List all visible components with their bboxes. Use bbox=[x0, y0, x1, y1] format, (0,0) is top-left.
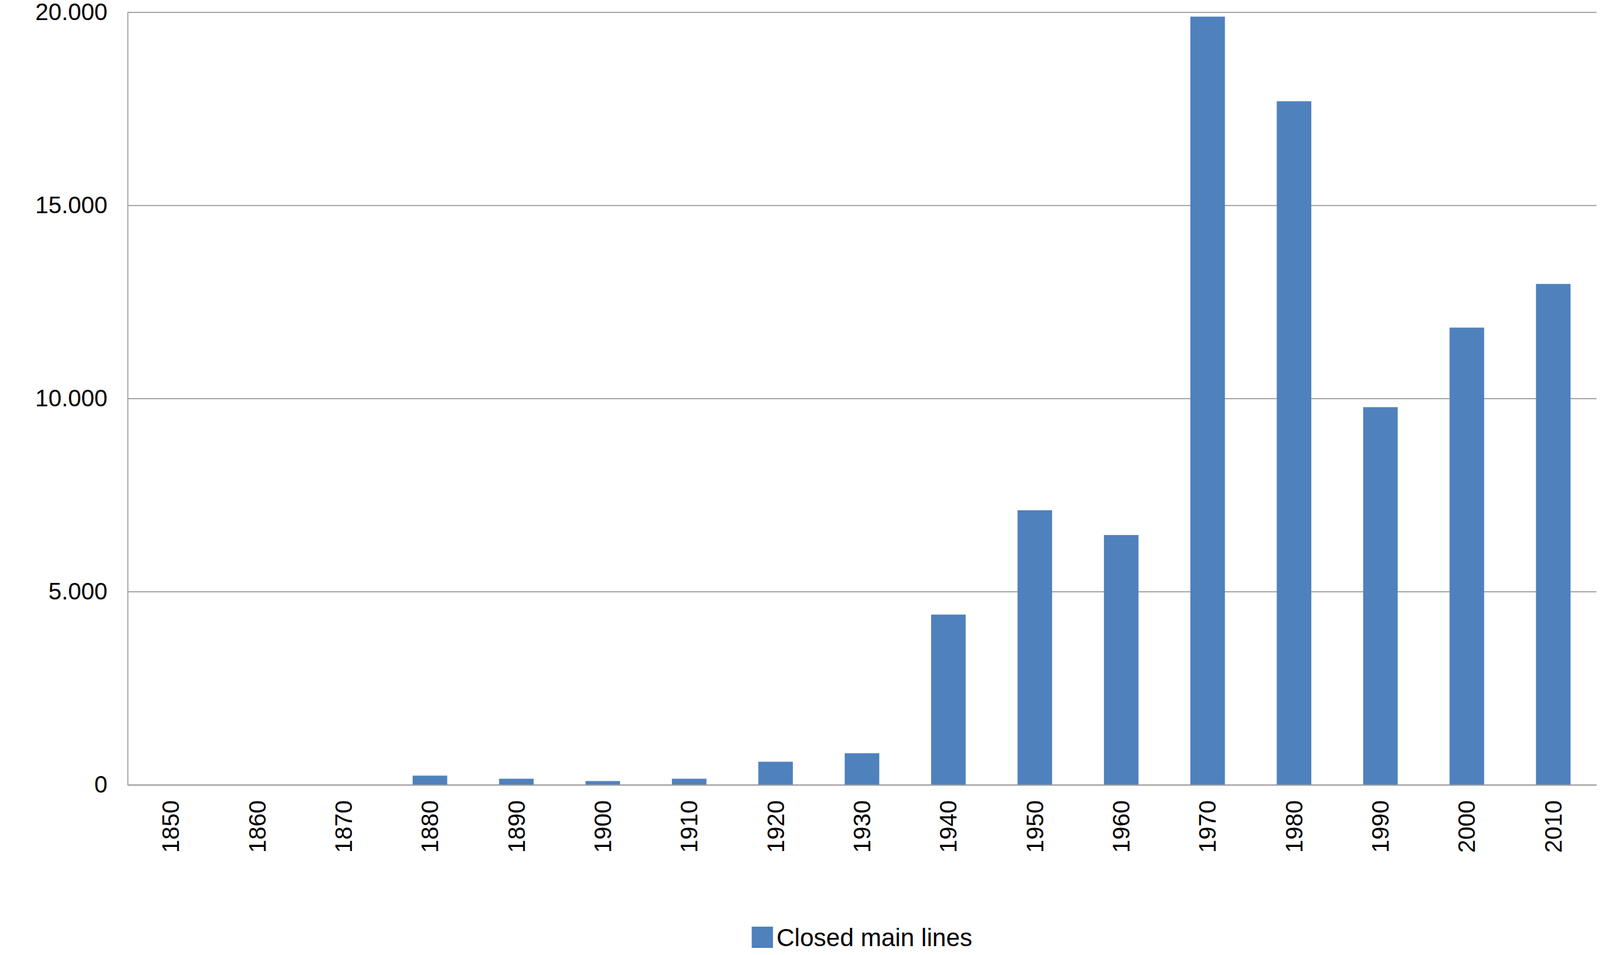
bar bbox=[1449, 327, 1485, 785]
x-tick-label: 1870 bbox=[330, 800, 357, 853]
x-tick: 1910 bbox=[676, 784, 702, 853]
bar bbox=[931, 614, 966, 785]
legend-label: Closed main lines bbox=[776, 923, 973, 952]
grid-line bbox=[127, 11, 1597, 13]
x-tick-label: 1950 bbox=[1021, 800, 1048, 853]
y-tick: 10.000 bbox=[35, 384, 128, 411]
bar bbox=[498, 778, 534, 785]
y-tick: 0 bbox=[94, 771, 128, 798]
x-tick: 1950 bbox=[1021, 784, 1048, 853]
x-tick-label: 1980 bbox=[1281, 800, 1308, 853]
x-tick-label: 2000 bbox=[1453, 800, 1480, 853]
x-tick: 1990 bbox=[1367, 784, 1394, 853]
bar bbox=[585, 780, 621, 785]
y-tick-label: 0 bbox=[94, 771, 108, 798]
bar bbox=[671, 778, 707, 785]
bar bbox=[1276, 100, 1312, 785]
x-tick-label: 2010 bbox=[1540, 800, 1567, 853]
legend: Closed main lines bbox=[751, 923, 973, 952]
bar bbox=[1104, 534, 1139, 785]
y-tick: 5.000 bbox=[48, 578, 128, 604]
x-tick: 1860 bbox=[244, 784, 271, 853]
bar bbox=[1363, 406, 1399, 785]
y-tick-label: 5.000 bbox=[48, 578, 108, 604]
y-axis-line bbox=[127, 12, 129, 786]
x-axis-line bbox=[128, 784, 1598, 786]
y-tick: 15.000 bbox=[35, 191, 128, 218]
x-tick-label: 1850 bbox=[157, 800, 184, 853]
x-tick: 1890 bbox=[503, 784, 530, 853]
chart: 0 5.000 10.000 15.000 20.000 1850 1860 1870 1880… bbox=[0, 0, 1600, 955]
x-tick: 2010 bbox=[1540, 784, 1567, 853]
x-tick: 1870 bbox=[330, 784, 357, 853]
x-tick: 1960 bbox=[1108, 784, 1135, 853]
x-tick-label: 1920 bbox=[762, 800, 789, 853]
y-tick: 20.000 bbox=[35, 0, 128, 25]
x-tick: 1930 bbox=[849, 784, 875, 853]
y-axis: 0 5.000 10.000 15.000 20.000 bbox=[35, 0, 129, 798]
grid-line bbox=[127, 204, 1597, 207]
x-tick: 1850 bbox=[157, 784, 184, 853]
x-tick-label: 1960 bbox=[1108, 800, 1135, 853]
y-tick-label: 15.000 bbox=[35, 191, 108, 218]
bar bbox=[1017, 510, 1053, 785]
bar bbox=[844, 752, 880, 785]
legend-item: Closed main lines bbox=[751, 923, 973, 952]
bar bbox=[1190, 16, 1226, 785]
x-tick: 1920 bbox=[762, 784, 789, 853]
bar bbox=[412, 775, 448, 785]
x-tick: 1970 bbox=[1194, 784, 1221, 853]
y-tick-label: 10.000 bbox=[35, 384, 108, 411]
x-tick-label: 1860 bbox=[244, 800, 271, 853]
bars bbox=[412, 16, 1571, 785]
x-tick-label: 1990 bbox=[1367, 800, 1394, 853]
x-tick: 2000 bbox=[1453, 784, 1480, 853]
plot: 0 5.000 10.000 15.000 20.000 1850 1860 1870 1880… bbox=[35, 0, 1598, 853]
x-tick-label: 1880 bbox=[416, 800, 443, 853]
x-tick-label: 1900 bbox=[589, 800, 616, 853]
x-axis: 1850 1860 1870 1880 1890 1900 1910 1920 1930 1940… bbox=[128, 784, 1598, 853]
x-tick: 1980 bbox=[1281, 784, 1308, 853]
x-tick-label: 1890 bbox=[503, 800, 530, 853]
x-tick: 1900 bbox=[589, 784, 616, 853]
grid bbox=[127, 12, 1597, 785]
grid-line bbox=[127, 397, 1597, 400]
x-tick-label: 1970 bbox=[1194, 800, 1221, 853]
x-tick: 1940 bbox=[935, 784, 962, 853]
bar bbox=[1536, 283, 1572, 785]
x-tick: 1880 bbox=[416, 784, 443, 853]
x-tick-label: 1930 bbox=[849, 800, 875, 853]
y-tick-label: 20.000 bbox=[35, 0, 108, 25]
bar bbox=[758, 761, 793, 785]
x-tick-label: 1910 bbox=[676, 800, 702, 853]
x-tick-label: 1940 bbox=[935, 800, 962, 853]
legend-swatch bbox=[751, 926, 773, 948]
